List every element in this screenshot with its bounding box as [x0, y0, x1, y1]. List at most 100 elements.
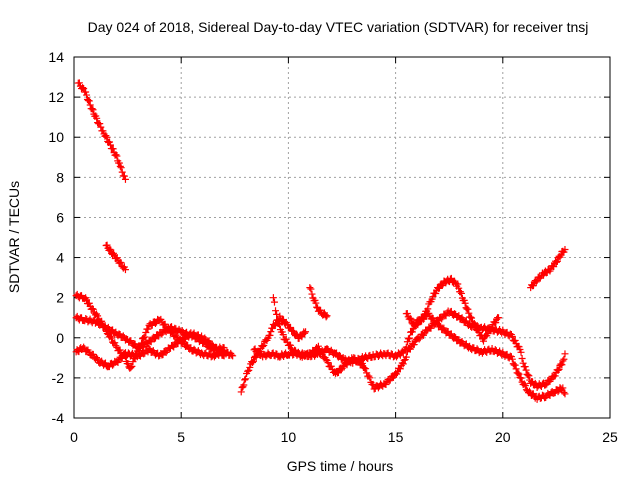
marker-7-129	[399, 360, 407, 368]
marker-7-2	[272, 307, 280, 315]
marker-9-17	[322, 313, 330, 321]
marker-6-66	[301, 329, 309, 337]
marker-7-46	[314, 342, 322, 350]
marker-7-145	[415, 335, 423, 343]
marker-3-149	[228, 351, 236, 359]
marker-3-67	[141, 333, 149, 341]
marker-7-17	[287, 341, 295, 349]
marker-0-4	[79, 84, 87, 92]
marker-1-1	[103, 241, 111, 249]
marker-2-24	[550, 263, 558, 271]
marker-0-48	[120, 172, 128, 180]
marker-6-4	[241, 376, 249, 384]
marker-7-140	[410, 341, 418, 349]
marker-6-5	[242, 375, 250, 383]
marker-10-65	[465, 309, 473, 317]
marker-6-30	[266, 331, 274, 339]
marker-3-66	[140, 334, 148, 342]
marker-10-37	[438, 282, 446, 290]
marker-3-150	[229, 352, 237, 360]
marker-3-68	[142, 329, 150, 337]
marker-9-18	[323, 312, 331, 320]
series-late-rise	[527, 246, 569, 292]
marker-7-100	[369, 380, 377, 388]
marker-8-262	[520, 380, 528, 388]
marker-7-112	[382, 380, 390, 388]
marker-7-10	[279, 331, 287, 339]
marker-0-49	[121, 175, 129, 183]
marker-7-115	[385, 377, 393, 385]
marker-8-151	[403, 338, 411, 346]
marker-8-85	[335, 351, 343, 359]
marker-5-20	[93, 354, 101, 362]
marker-0-5	[80, 84, 88, 92]
marker-8-301	[560, 389, 568, 397]
marker-4-40	[115, 330, 123, 338]
marker-5-134	[213, 343, 221, 351]
marker-5-36	[109, 361, 117, 369]
marker-7-126	[396, 365, 404, 373]
marker-7-242	[518, 355, 526, 363]
marker-10-68	[468, 314, 476, 322]
marker-0-39	[112, 151, 120, 159]
marker-3-38	[111, 339, 119, 347]
marker-7-6	[276, 321, 284, 329]
marker-7-5	[275, 319, 283, 327]
marker-0-43	[115, 159, 123, 167]
y-tick-label-3: 2	[56, 290, 64, 306]
marker-3-17	[89, 305, 97, 313]
marker-6-0	[237, 388, 245, 396]
marker-7-59	[327, 362, 335, 370]
marker-7-241	[517, 348, 525, 356]
marker-0-7	[82, 88, 90, 96]
marker-0-44	[116, 162, 124, 170]
y-tick-label-8: 12	[48, 89, 64, 105]
marker-0-1	[75, 79, 83, 87]
marker-10-67	[467, 313, 475, 321]
marker-6-2	[239, 383, 247, 391]
marker-10-5	[407, 315, 415, 323]
marker-7-3	[273, 310, 281, 318]
marker-8-257	[515, 370, 523, 378]
x-tick-label-5: 25	[602, 429, 618, 445]
marker-3-16	[88, 305, 96, 313]
y-axis-label: SDTVAR / TECUs	[6, 181, 22, 293]
marker-4-73	[150, 335, 158, 343]
marker-10-85	[484, 330, 492, 338]
marker-0-23	[97, 123, 105, 131]
marker-6-9	[246, 363, 254, 371]
marker-3-86	[161, 320, 169, 328]
marker-7-235	[511, 336, 519, 344]
marker-4-59	[135, 344, 143, 352]
x-tick-label-4: 20	[495, 429, 511, 445]
y-tick-label-4: 4	[56, 250, 64, 266]
marker-10-81	[480, 337, 488, 345]
marker-10-93	[492, 319, 500, 327]
chart-title: Day 024 of 2018, Sidereal Day-to-day VTE…	[88, 19, 589, 35]
marker-0-8	[83, 91, 91, 99]
marker-5-123	[201, 334, 209, 342]
marker-10-22	[424, 305, 432, 313]
marker-7-152	[423, 327, 431, 335]
marker-0-40	[113, 152, 121, 160]
y-tick-label-5: 6	[56, 209, 64, 225]
marker-7-279	[555, 365, 563, 373]
marker-8-182	[436, 321, 444, 329]
x-tick-label-2: 10	[281, 429, 297, 445]
series-band-d	[237, 312, 310, 396]
marker-1-16	[117, 259, 125, 267]
marker-10-57	[457, 289, 465, 297]
y-tick-label-6: 8	[56, 169, 64, 185]
marker-8-73	[323, 345, 331, 353]
marker-7-93	[362, 365, 370, 373]
series-band-h	[402, 274, 503, 345]
marker-0-25	[99, 127, 107, 135]
marker-2-3	[529, 282, 537, 290]
marker-10-96	[495, 314, 503, 322]
marker-0-15	[89, 106, 97, 114]
marker-10-1	[403, 309, 411, 317]
marker-9-2	[308, 290, 316, 298]
x-tick-label-0: 0	[70, 429, 78, 445]
marker-2-6	[532, 278, 540, 286]
y-tick-label-1: -2	[52, 370, 65, 386]
